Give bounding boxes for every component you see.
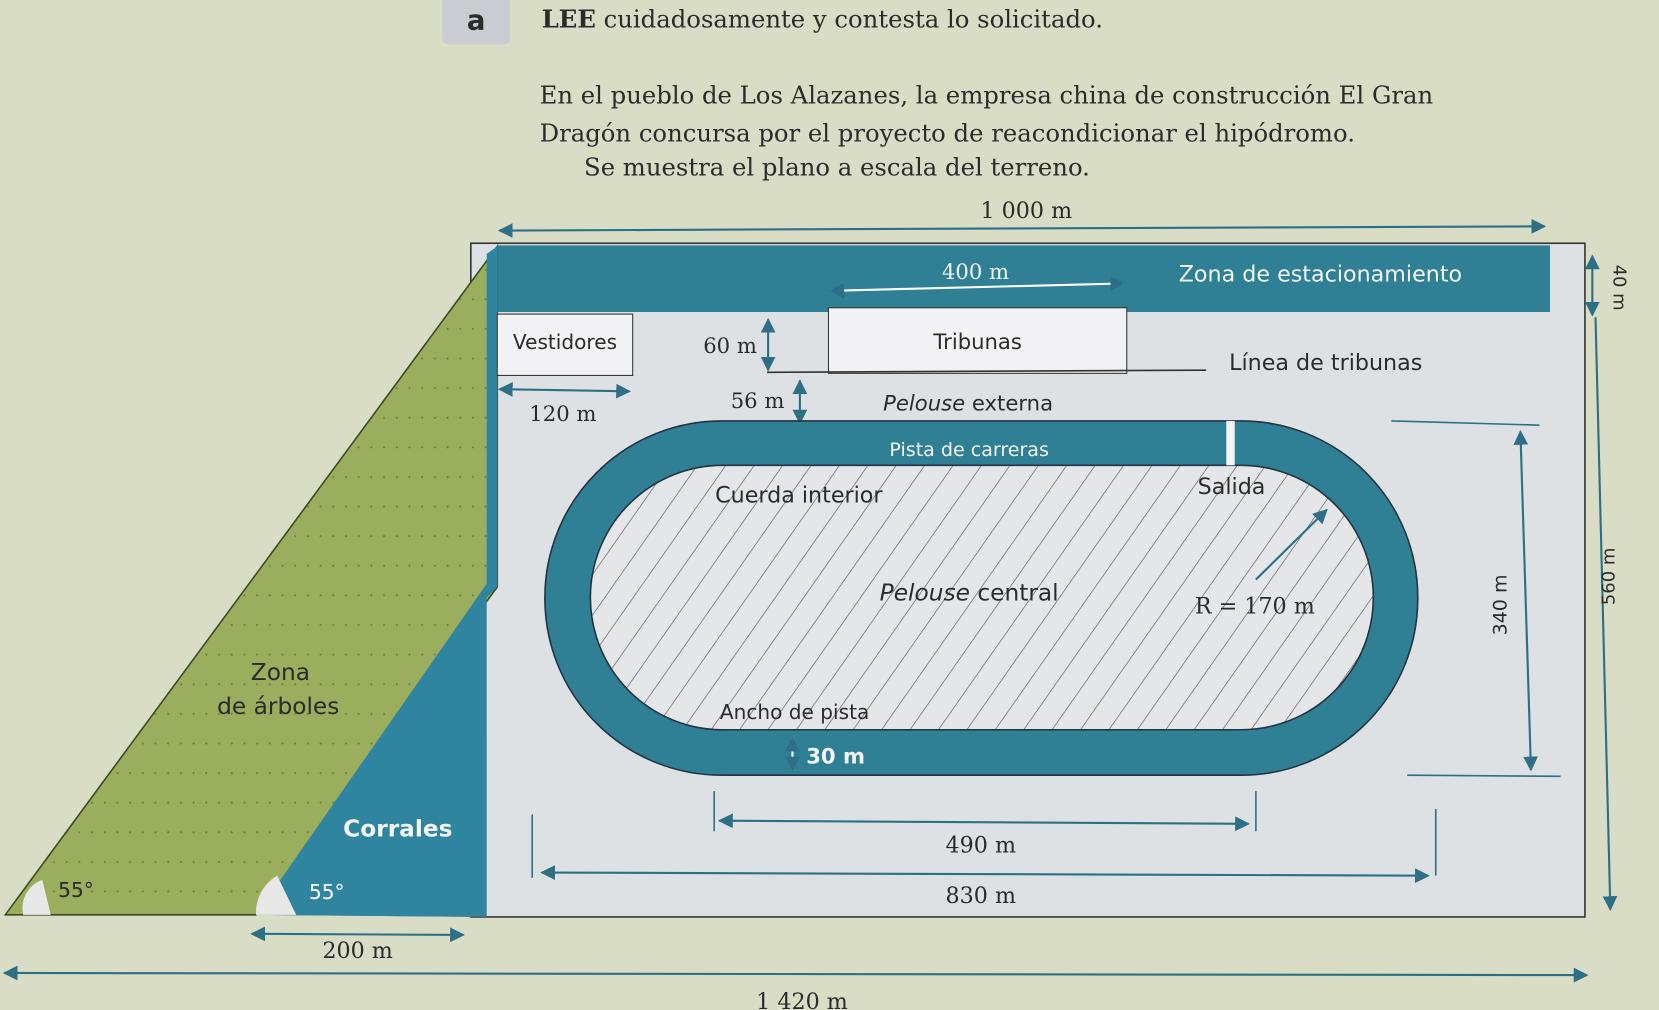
dim-830-label: 830 m — [946, 883, 1017, 909]
paragraph-line-1: En el pueblo de Los Alazanes, la empresa… — [540, 81, 1434, 110]
dim-490-arrow — [717, 813, 1250, 832]
dim-top-arrow — [497, 218, 1547, 238]
dim-top-label: 1 000 m — [980, 198, 1072, 224]
track-top-tick — [1391, 420, 1540, 426]
dim-1420-arrow — [2, 965, 1589, 983]
dim-340-arrow — [1513, 430, 1538, 772]
cuerda-label: Cuerda interior — [715, 482, 883, 508]
dim-120-label: 120 m — [529, 401, 596, 426]
angle-right-arc — [255, 875, 297, 915]
pelouse-externa-label: Pelouse externa — [883, 390, 1053, 415]
angle-left: 55° — [58, 878, 94, 902]
salida-label: Salida — [1198, 474, 1266, 500]
vestidores-label: Vestidores — [513, 330, 617, 354]
instruction: LEE cuidadosamente y contesta lo solicit… — [542, 5, 1103, 34]
linea-tribunas — [767, 369, 1207, 374]
dim-tribunas-arrow — [829, 276, 1126, 298]
zona-arboles-label-1: Zona — [251, 659, 310, 686]
salida-line — [1226, 420, 1235, 466]
linea-tribunas-label: Línea de tribunas — [1229, 350, 1422, 376]
dim-40-label: 40 m — [1609, 265, 1630, 311]
angle-left-arc — [22, 879, 51, 915]
zona-arboles-label-2: de árboles — [217, 693, 339, 720]
dim-30-label: 30 m — [806, 744, 865, 769]
tribunas-label: Tribunas — [932, 329, 1022, 354]
pelouse-central — [589, 464, 1375, 731]
dim-56-label: 56 m — [731, 388, 785, 413]
dim-120-arrow — [497, 382, 632, 399]
pelouse-central-label: Pelouse central — [880, 580, 1059, 607]
track-bottom-tick — [1407, 774, 1561, 778]
dim-340-label: 340 m — [1490, 574, 1512, 635]
dim-tribunas-label: 400 m — [942, 259, 1009, 284]
badge-label: a — [467, 5, 486, 37]
paragraph-line-3: Se muestra el plano a escala del terreno… — [584, 153, 1090, 182]
dim-200-label: 200 m — [322, 938, 393, 964]
ancho-label: Ancho de pista — [720, 700, 869, 724]
dim-560-label: 560 m — [1599, 548, 1620, 606]
parking-label: Zona de estacionamiento — [1179, 261, 1462, 287]
dim-490-label: 490 m — [946, 832, 1017, 858]
exercise-badge — [442, 0, 510, 45]
corrales-label: Corrales — [343, 816, 452, 843]
tribunas — [827, 307, 1128, 374]
paragraph-line-2: Dragón concursa por el proyecto de reaco… — [540, 119, 1355, 148]
angle-right: 55° — [309, 880, 345, 904]
dim-200-arrow — [250, 926, 465, 943]
dim-830-arrow — [540, 865, 1430, 884]
pista-label: Pista de carreras — [889, 439, 1048, 461]
vestidores — [496, 313, 634, 376]
dim-1420-label: 1 420 m — [756, 989, 848, 1010]
radius-label: R = 170 m — [1195, 593, 1315, 619]
corrales-zone — [256, 583, 487, 917]
dim-60-label: 60 m — [703, 333, 757, 358]
radius-arrow — [1255, 508, 1328, 581]
dim-560-arrow — [1594, 317, 1618, 912]
